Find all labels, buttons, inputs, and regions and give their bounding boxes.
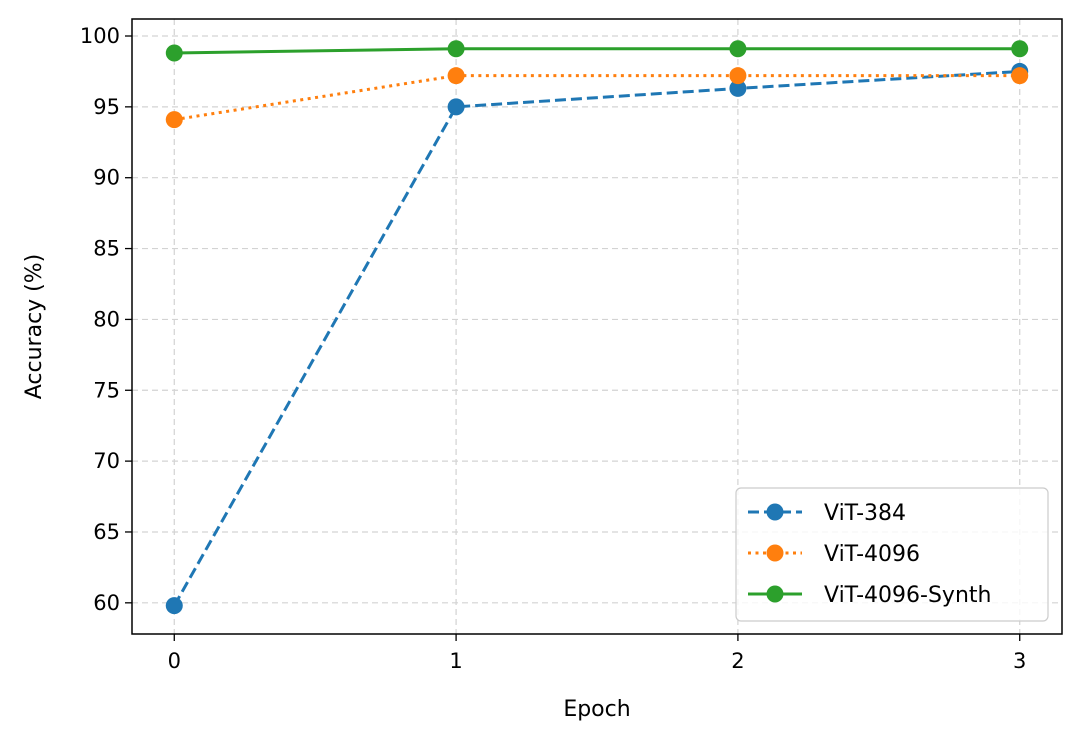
legend-label: ViT-4096-Synth [824,583,991,608]
y-tick-label: 70 [93,449,120,473]
series-line [174,74,1020,122]
y-tick-label: 80 [93,307,120,331]
x-axis-label: Epoch [563,697,630,722]
data-point [729,79,747,97]
legend-item: ViT-384 [748,501,906,526]
data-point [447,40,465,58]
y-tick-label: 65 [93,520,120,544]
legend-label: ViT-4096 [824,542,920,567]
y-tick-label: 60 [93,591,120,615]
series-line [174,47,1020,55]
x-tick-label: 2 [731,649,744,673]
data-point [165,597,183,615]
series-vit-4096 [165,67,1029,129]
x-tick-label: 1 [449,649,462,673]
data-point [165,111,183,129]
data-point [165,44,183,62]
series-layer [165,40,1029,615]
data-point [447,98,465,116]
legend-marker-swatch [766,544,784,562]
data-point [447,67,465,85]
series-line [172,69,1020,607]
legend-item: ViT-4096 [748,542,920,567]
x-tick-label: 0 [168,649,181,673]
legend: ViT-384 ViT-4096 ViT-4096-Synth [735,487,1049,622]
y-tick-label: 85 [93,237,120,261]
legend-marker-swatch [766,585,784,603]
data-point [729,67,747,85]
series-vit-4096-synth [165,40,1029,62]
plot-frame [131,18,1063,635]
y-tick-label: 75 [93,378,120,402]
y-tick-label: 95 [93,95,120,119]
data-point [729,40,747,58]
legend-item: ViT-4096-Synth [748,583,991,608]
y-tick-label: 90 [93,166,120,190]
x-axis-ticks: 0 1 2 3 [168,634,1026,673]
data-point [1011,40,1029,58]
legend-marker-swatch [766,503,784,521]
legend-label: ViT-384 [824,501,906,526]
legend-box [735,487,1049,622]
x-tick-label: 3 [1013,649,1026,673]
data-point [1011,67,1029,85]
y-tick-label: 100 [80,24,120,48]
y-axis-label: Accuracy (%) [22,254,47,400]
y-axis-ticks: 60 65 70 75 80 85 90 95 100 [80,24,132,615]
